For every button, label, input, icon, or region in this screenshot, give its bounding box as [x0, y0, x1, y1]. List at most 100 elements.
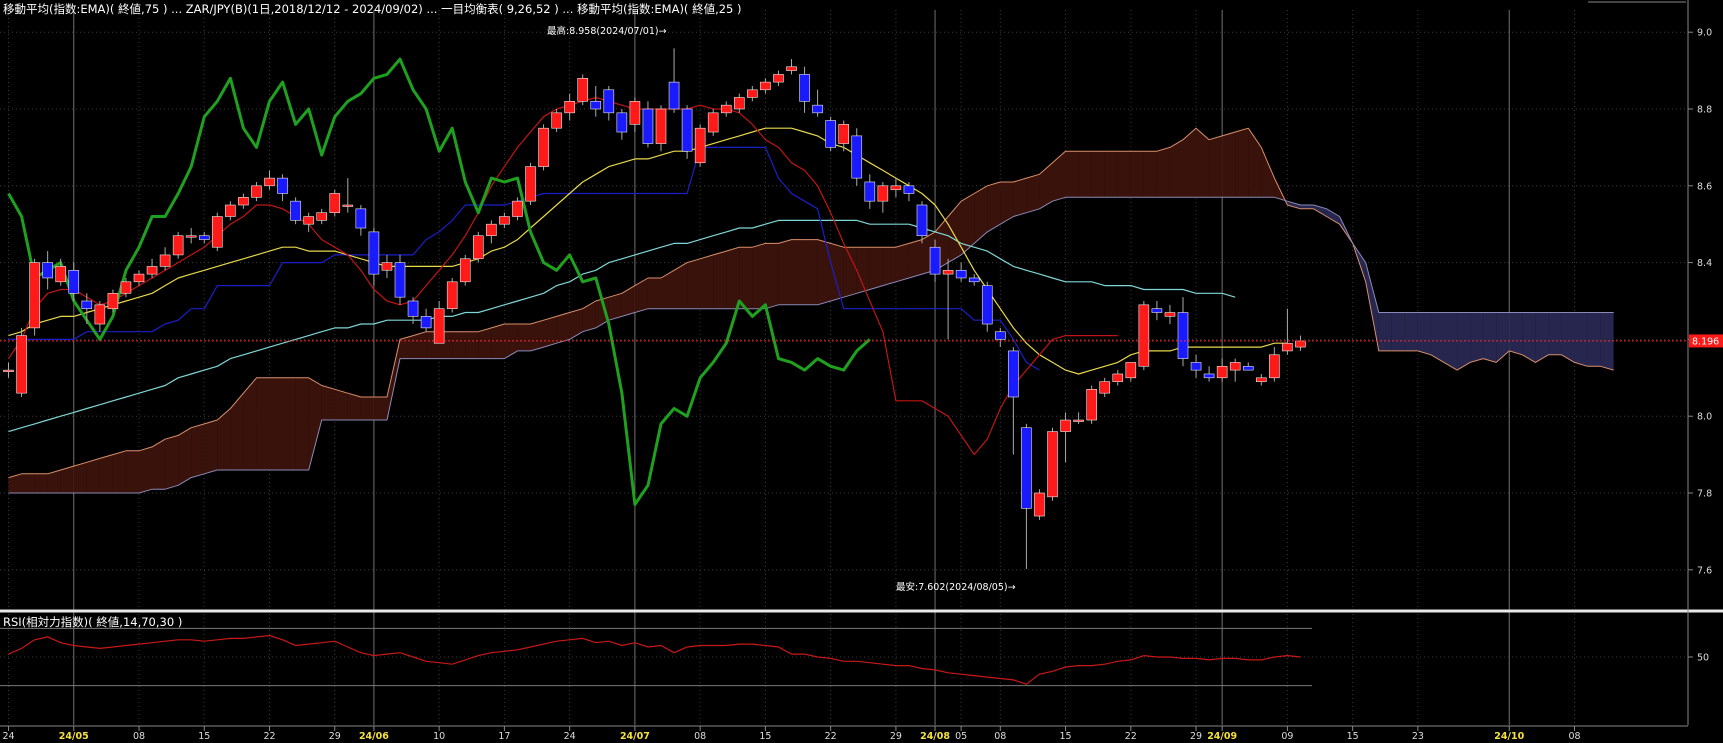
- cloud-segment: [961, 193, 975, 255]
- date-tick-label: 24: [2, 731, 14, 742]
- cloud-segment: [347, 393, 361, 421]
- price-tick-label: 7.6: [1697, 565, 1712, 576]
- cloud-segment: [1509, 312, 1523, 355]
- date-tick-label: 15: [1060, 731, 1072, 742]
- candle-up: [1099, 381, 1110, 394]
- cloud-segment: [1078, 151, 1092, 198]
- cloud-segment: [608, 293, 622, 321]
- cloud-segment: [295, 377, 309, 470]
- candle-down: [642, 108, 654, 144]
- date-tick-label: 22: [1125, 731, 1137, 742]
- date-tick-label: 08: [1568, 731, 1580, 742]
- chikou-line: [7, 57, 871, 506]
- cloud-segment: [139, 446, 153, 493]
- candle-down: [955, 269, 967, 279]
- candle-up: [551, 112, 562, 129]
- candle-down: [1008, 350, 1019, 398]
- cloud-segment: [308, 377, 322, 470]
- cloud-segment: [1470, 312, 1484, 363]
- cloud-segment: [1104, 151, 1118, 198]
- candle-up: [786, 66, 797, 71]
- last-price-badge: [1689, 334, 1723, 348]
- candle-up: [329, 193, 341, 213]
- candle-down: [916, 204, 928, 237]
- candle-up: [942, 269, 954, 275]
- candle-down: [799, 74, 810, 102]
- cloud-segment: [21, 473, 35, 493]
- candle-up: [760, 81, 771, 91]
- candle-down: [616, 112, 628, 133]
- rsi-tick-label: 50: [1697, 653, 1709, 664]
- cloud-segment: [1300, 205, 1314, 209]
- cloud-segment: [478, 327, 492, 359]
- candle-up: [733, 97, 745, 110]
- candle-up: [342, 204, 354, 207]
- cloud-segment: [1039, 162, 1053, 209]
- candle-up: [1047, 431, 1058, 498]
- candle-up: [838, 124, 850, 144]
- candle-up: [773, 74, 784, 83]
- cloud-segment: [282, 377, 296, 470]
- candle-up: [172, 235, 184, 256]
- cloud-segment: [1143, 151, 1157, 198]
- candle-up: [29, 262, 40, 329]
- cloud-segment: [86, 458, 100, 493]
- cloud-segment: [1222, 132, 1236, 198]
- senkou-span-a: [8, 127, 1614, 479]
- candle-up: [720, 104, 732, 114]
- cloud-segment: [713, 251, 727, 309]
- cloud-segment: [700, 254, 714, 309]
- low-price-annotation: 最安:7.602(2024/08/05)→: [896, 581, 1016, 593]
- cloud-segment: [413, 331, 427, 359]
- candle-down: [198, 235, 210, 240]
- price-tick-label: 8.4: [1697, 258, 1712, 269]
- cloud-segment: [817, 239, 831, 305]
- cloud-segment: [1196, 128, 1210, 198]
- cloud-segment: [230, 393, 244, 470]
- month-separator-lines: [73, 10, 1510, 725]
- cloud-segment: [778, 239, 792, 305]
- cloud-segment: [165, 435, 179, 490]
- candle-down: [420, 316, 432, 329]
- candle-up: [133, 273, 145, 283]
- cloud-segment: [269, 377, 283, 470]
- candle-up: [120, 281, 132, 294]
- cloud-segment: [882, 247, 896, 286]
- cloud-segment: [765, 243, 779, 309]
- cloud-segment: [47, 469, 61, 493]
- senkou-span-b: [8, 196, 1614, 494]
- candle-up: [1060, 419, 1071, 432]
- cloud-segment: [1130, 151, 1144, 198]
- cloud-segment: [804, 239, 818, 305]
- candle-down: [603, 89, 615, 114]
- cloud-segment: [1391, 312, 1405, 351]
- date-tick-label: 24/10: [1494, 731, 1524, 742]
- candle-down: [368, 231, 380, 275]
- cloud-segment: [1444, 312, 1458, 371]
- candle-down: [42, 262, 53, 279]
- date-tick-label: 24/09: [1207, 731, 1237, 742]
- date-axis: 24 24/05 08 15 22 29 24/06 10 17 24 24/07 08 15 22 29 2…: [0, 725, 1688, 742]
- candle-up: [185, 235, 197, 238]
- cloud-segment: [243, 377, 257, 470]
- candle-down: [1177, 312, 1189, 359]
- cloud-segment: [217, 408, 231, 470]
- cloud-segment: [843, 247, 857, 298]
- candle-down: [277, 177, 288, 194]
- candle-up: [212, 216, 223, 248]
- cloud-segment: [8, 473, 22, 493]
- main-chart-legend: 移動平均(指数:EMA)( 終値,75 ) ... ZAR/JPY(B)(1日,…: [3, 2, 742, 16]
- price-tick-label: 8.6: [1697, 181, 1712, 192]
- candle-up: [146, 266, 158, 275]
- cloud-segment: [1287, 201, 1301, 209]
- candle-up: [1112, 373, 1124, 382]
- candle-up: [525, 166, 536, 202]
- cloud-segment: [582, 301, 596, 332]
- cloud-segment: [191, 423, 205, 478]
- cloud-segment: [948, 201, 962, 263]
- candle-up: [94, 304, 106, 325]
- candle-up: [1295, 340, 1306, 348]
- cloud-segment: [1052, 151, 1066, 202]
- cloud-segment: [569, 308, 583, 340]
